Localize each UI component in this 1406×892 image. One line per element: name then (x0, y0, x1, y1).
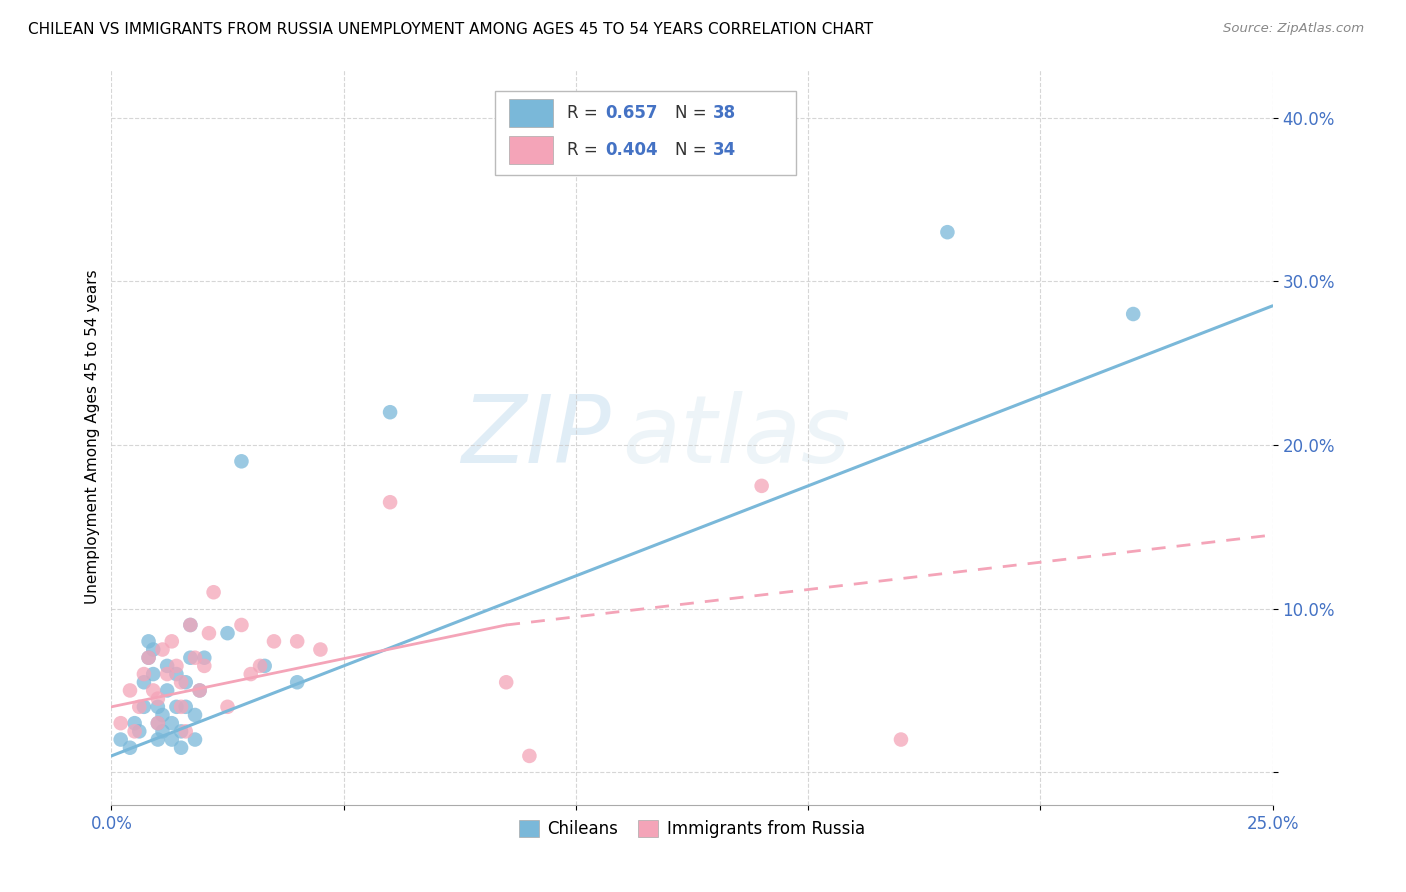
Point (188, 683, 211, 698)
FancyBboxPatch shape (509, 136, 553, 164)
Point (124, 724, 146, 739)
Point (160, 634, 183, 648)
Y-axis label: Unemployment Among Ages 45 to 54 years: Unemployment Among Ages 45 to 54 years (86, 269, 100, 604)
Point (142, 683, 165, 698)
Point (152, 724, 174, 739)
Point (495, 675, 517, 690)
Point (193, 650, 215, 665)
Point (1122, 307, 1144, 321)
Point (263, 634, 285, 648)
Point (138, 650, 160, 665)
Legend: Chileans, Immigrants from Russia: Chileans, Immigrants from Russia (512, 813, 872, 845)
Point (165, 659, 187, 673)
FancyBboxPatch shape (509, 99, 553, 128)
Text: 0.657: 0.657 (605, 104, 658, 122)
Point (146, 716, 169, 731)
Point (184, 650, 207, 665)
Point (231, 454, 253, 468)
Point (188, 683, 211, 698)
Point (174, 724, 197, 739)
Point (165, 667, 187, 681)
Point (253, 659, 276, 673)
Point (217, 699, 239, 714)
Point (193, 659, 215, 673)
Point (202, 585, 225, 599)
Point (118, 683, 141, 698)
Point (110, 732, 132, 747)
Text: 34: 34 (713, 141, 737, 160)
Point (285, 634, 308, 648)
Text: R =: R = (567, 141, 603, 160)
Point (156, 683, 179, 698)
Point (170, 724, 193, 739)
FancyBboxPatch shape (495, 91, 796, 176)
Point (138, 634, 160, 648)
Point (170, 699, 193, 714)
Point (156, 659, 179, 673)
Point (170, 740, 193, 755)
Point (124, 716, 146, 731)
Point (138, 650, 160, 665)
Point (152, 708, 174, 723)
Point (156, 667, 179, 681)
Text: ZIP: ZIP (461, 392, 610, 483)
Point (378, 495, 401, 509)
Point (378, 405, 401, 419)
Text: 38: 38 (713, 104, 735, 122)
Point (217, 626, 239, 640)
Point (132, 675, 155, 690)
Point (146, 699, 169, 714)
Point (184, 708, 207, 723)
Point (285, 675, 308, 690)
Point (132, 667, 155, 681)
Text: R =: R = (567, 104, 603, 122)
Point (174, 675, 197, 690)
Point (170, 675, 193, 690)
Point (198, 626, 221, 640)
Point (146, 691, 169, 706)
Point (936, 225, 959, 239)
Point (179, 618, 201, 632)
Point (249, 659, 271, 673)
Point (128, 724, 150, 739)
Text: atlas: atlas (623, 392, 851, 483)
Point (160, 732, 183, 747)
Point (751, 479, 773, 493)
Point (152, 642, 174, 657)
Point (890, 732, 912, 747)
Text: N =: N = (675, 104, 711, 122)
Point (110, 716, 132, 731)
Point (142, 642, 165, 657)
Text: CHILEAN VS IMMIGRANTS FROM RUSSIA UNEMPLOYMENT AMONG AGES 45 TO 54 YEARS CORRELA: CHILEAN VS IMMIGRANTS FROM RUSSIA UNEMPL… (28, 22, 873, 37)
Point (160, 716, 183, 731)
Text: N =: N = (675, 141, 711, 160)
Text: 0.404: 0.404 (605, 141, 658, 160)
Point (132, 699, 155, 714)
Point (239, 667, 262, 681)
Point (179, 650, 201, 665)
Point (142, 667, 165, 681)
Point (174, 699, 197, 714)
Point (184, 732, 207, 747)
Point (146, 732, 169, 747)
Text: Source: ZipAtlas.com: Source: ZipAtlas.com (1223, 22, 1364, 36)
Point (519, 748, 541, 763)
Point (309, 642, 332, 657)
Point (165, 699, 187, 714)
Point (231, 618, 253, 632)
Point (118, 740, 141, 755)
Point (128, 699, 150, 714)
Point (179, 618, 201, 632)
Point (146, 716, 169, 731)
